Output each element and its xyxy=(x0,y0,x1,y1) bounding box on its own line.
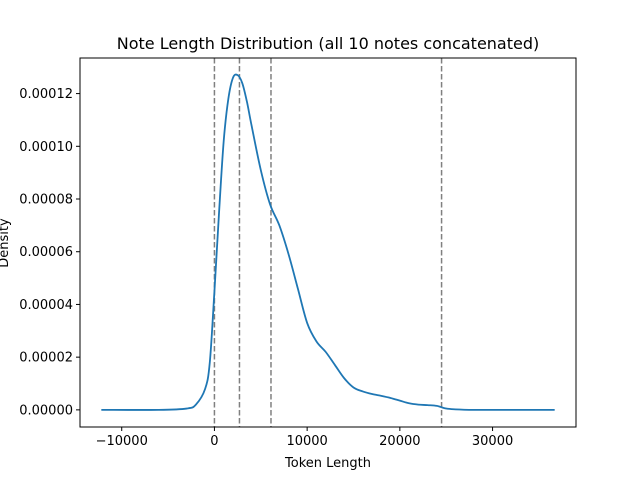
chart-title: Note Length Distribution (all 10 notes c… xyxy=(117,34,540,53)
x-tick-label: 10000 xyxy=(286,434,327,449)
y-tick-label: 0.00010 xyxy=(19,140,73,155)
y-tick-label: 0.00000 xyxy=(19,403,73,418)
x-tick-label: 0 xyxy=(210,434,218,449)
y-tick-label: 0.00008 xyxy=(19,193,73,208)
x-tick-label: 30000 xyxy=(472,434,513,449)
y-tick-label: 0.00002 xyxy=(19,351,73,366)
x-axis-label: Token Length xyxy=(284,456,371,471)
y-tick-label: 0.00012 xyxy=(19,87,73,102)
plot-area: −10000 0 10000 20000 30000 0.00000 0.00002 0.00… xyxy=(19,58,555,449)
density-curve xyxy=(101,73,555,411)
y-tick-label: 0.00004 xyxy=(19,298,73,313)
axes-frame xyxy=(79,57,577,428)
y-tick-label: 0.00006 xyxy=(19,245,73,260)
y-axis-label: Density xyxy=(0,218,12,268)
x-tick-label: −10000 xyxy=(96,434,148,449)
x-tick-label: 20000 xyxy=(379,434,420,449)
